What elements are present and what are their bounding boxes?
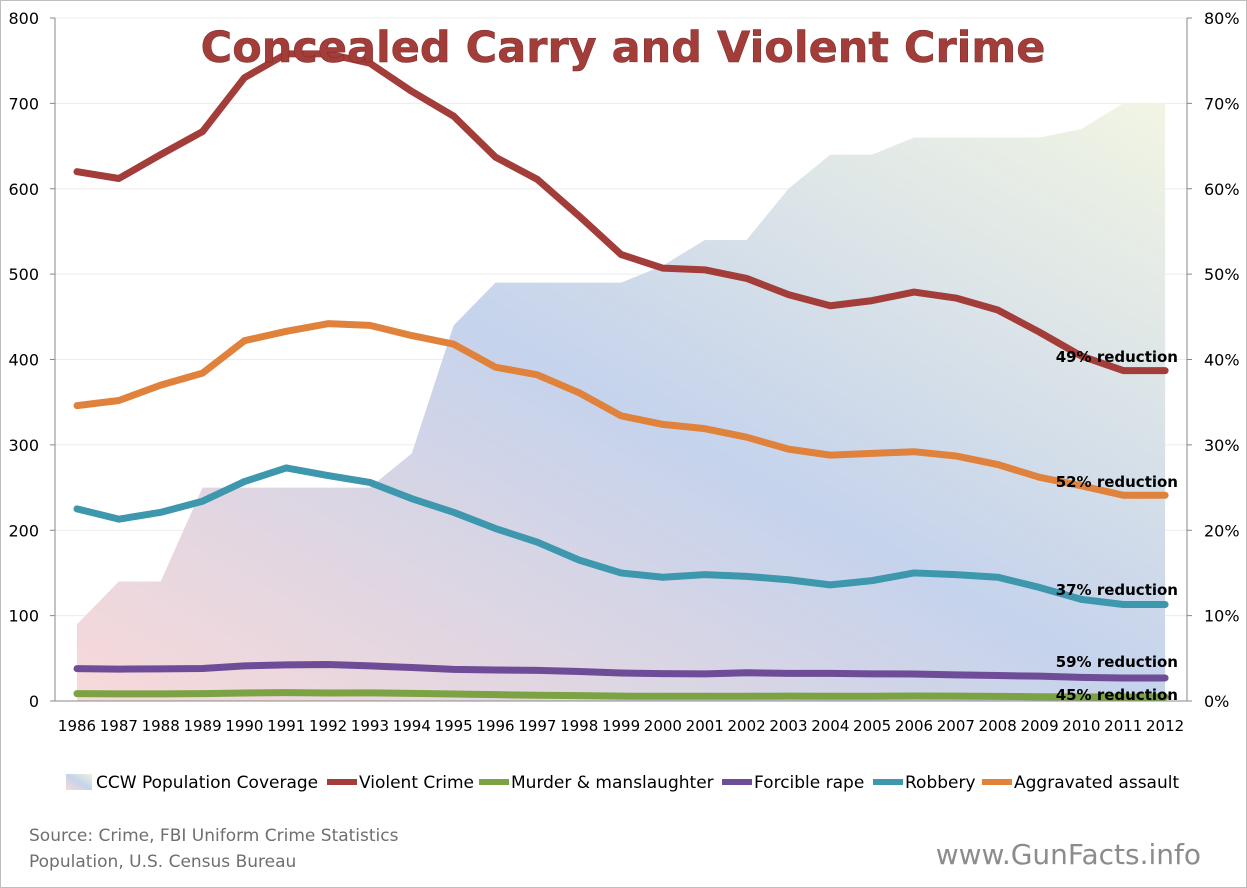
ccw-area-layer — [77, 103, 1166, 701]
x-tick-label: 1998 — [560, 717, 598, 735]
x-tick-label: 2011 — [1104, 717, 1142, 735]
ccw-coverage-area — [77, 103, 1166, 701]
source-line-1: Source: Crime, FBI Uniform Crime Statist… — [29, 826, 399, 846]
source-line-2: Population, U.S. Census Bureau — [29, 852, 297, 872]
y-tick-label: 200 — [8, 521, 39, 540]
x-tick-label: 1996 — [476, 717, 514, 735]
series-line-robbery — [73, 464, 1169, 609]
reduction-annotation: 37% reduction — [1056, 581, 1178, 599]
series-line-violent-crime — [73, 50, 1169, 375]
x-tick-label: 1994 — [393, 717, 431, 735]
y-tick-label: 0 — [29, 692, 39, 711]
y2-tick-label: 30% — [1204, 436, 1240, 455]
x-tick-label: 1999 — [602, 717, 640, 735]
axes: 0 100 200 300 400 500 600 700 800 0% 10% 20% 30% 40% 5… — [8, 9, 1239, 735]
y-tick-label: 800 — [8, 9, 39, 28]
y2-tick-label: 80% — [1204, 9, 1240, 28]
x-tick-label: 1993 — [351, 717, 389, 735]
x-tick-label: 1992 — [309, 717, 347, 735]
y2-tick-label: 60% — [1204, 180, 1240, 199]
reduction-annotation: 52% reduction — [1056, 473, 1178, 491]
y2-tick-label: 0% — [1204, 692, 1229, 711]
chart-title: Concealed Carry and Violent Crime — [201, 23, 1046, 73]
x-tick-label: 1986 — [58, 717, 96, 735]
x-tick-label: 2004 — [811, 717, 849, 735]
legend: CCW Population Coverage Violent Crime Murd… — [66, 773, 1179, 793]
x-tick-label: 2008 — [979, 717, 1017, 735]
x-tick-label: 1989 — [183, 717, 221, 735]
legend-label: Aggravated assault — [1014, 773, 1179, 793]
legend-label: Murder & manslaughter — [511, 773, 714, 793]
y-tick-label: 100 — [8, 607, 39, 626]
x-tick-label: 2006 — [895, 717, 933, 735]
y2-tick-label: 70% — [1204, 94, 1240, 113]
x-tick-label: 2000 — [644, 717, 682, 735]
website-label: www.GunFacts.info — [935, 838, 1201, 871]
y2-tick-label: 10% — [1204, 607, 1240, 626]
y2-tick-label: 40% — [1204, 351, 1240, 370]
x-tick-label: 2005 — [853, 717, 891, 735]
annotations: 49% reduction 52% reduction 37% reduction 5… — [1056, 348, 1178, 704]
series-line-forcible-rape — [73, 660, 1169, 682]
series-lines — [73, 50, 1169, 701]
x-tick-label: 2007 — [937, 717, 975, 735]
legend-label: Forcible rape — [754, 773, 864, 793]
legend-label: Violent Crime — [359, 773, 474, 793]
legend-swatch — [66, 774, 92, 790]
series-line-murder-manslaughter — [73, 689, 1169, 701]
x-tick-label: 2010 — [1062, 717, 1100, 735]
x-tick-label: 1997 — [518, 717, 556, 735]
series-line-aggravated-assault — [73, 320, 1169, 499]
x-tick-label: 2002 — [728, 717, 766, 735]
x-tick-label: 1988 — [142, 717, 180, 735]
y-tick-label: 600 — [8, 180, 39, 199]
legend-label: CCW Population Coverage — [96, 773, 318, 793]
x-tick-label: 2003 — [769, 717, 807, 735]
legend-label: Robbery — [905, 773, 976, 793]
reduction-annotation: 49% reduction — [1056, 348, 1178, 366]
y-tick-label: 700 — [8, 94, 39, 113]
x-tick-label: 1995 — [435, 717, 473, 735]
y-tick-label: 300 — [8, 436, 39, 455]
y2-tick-label: 50% — [1204, 265, 1240, 284]
y-tick-label: 500 — [8, 265, 39, 284]
x-tick-label: 1991 — [267, 717, 305, 735]
x-tick-label: 2001 — [686, 717, 724, 735]
x-tick-label: 1990 — [225, 717, 263, 735]
y-tick-label: 400 — [8, 351, 39, 370]
x-tick-label: 1987 — [100, 717, 138, 735]
reduction-annotation: 45% reduction — [1056, 686, 1178, 704]
reduction-annotation: 59% reduction — [1056, 653, 1178, 671]
y2-tick-label: 20% — [1204, 521, 1240, 540]
x-tick-label: 2009 — [1020, 717, 1058, 735]
x-tick-label: 2012 — [1146, 717, 1184, 735]
